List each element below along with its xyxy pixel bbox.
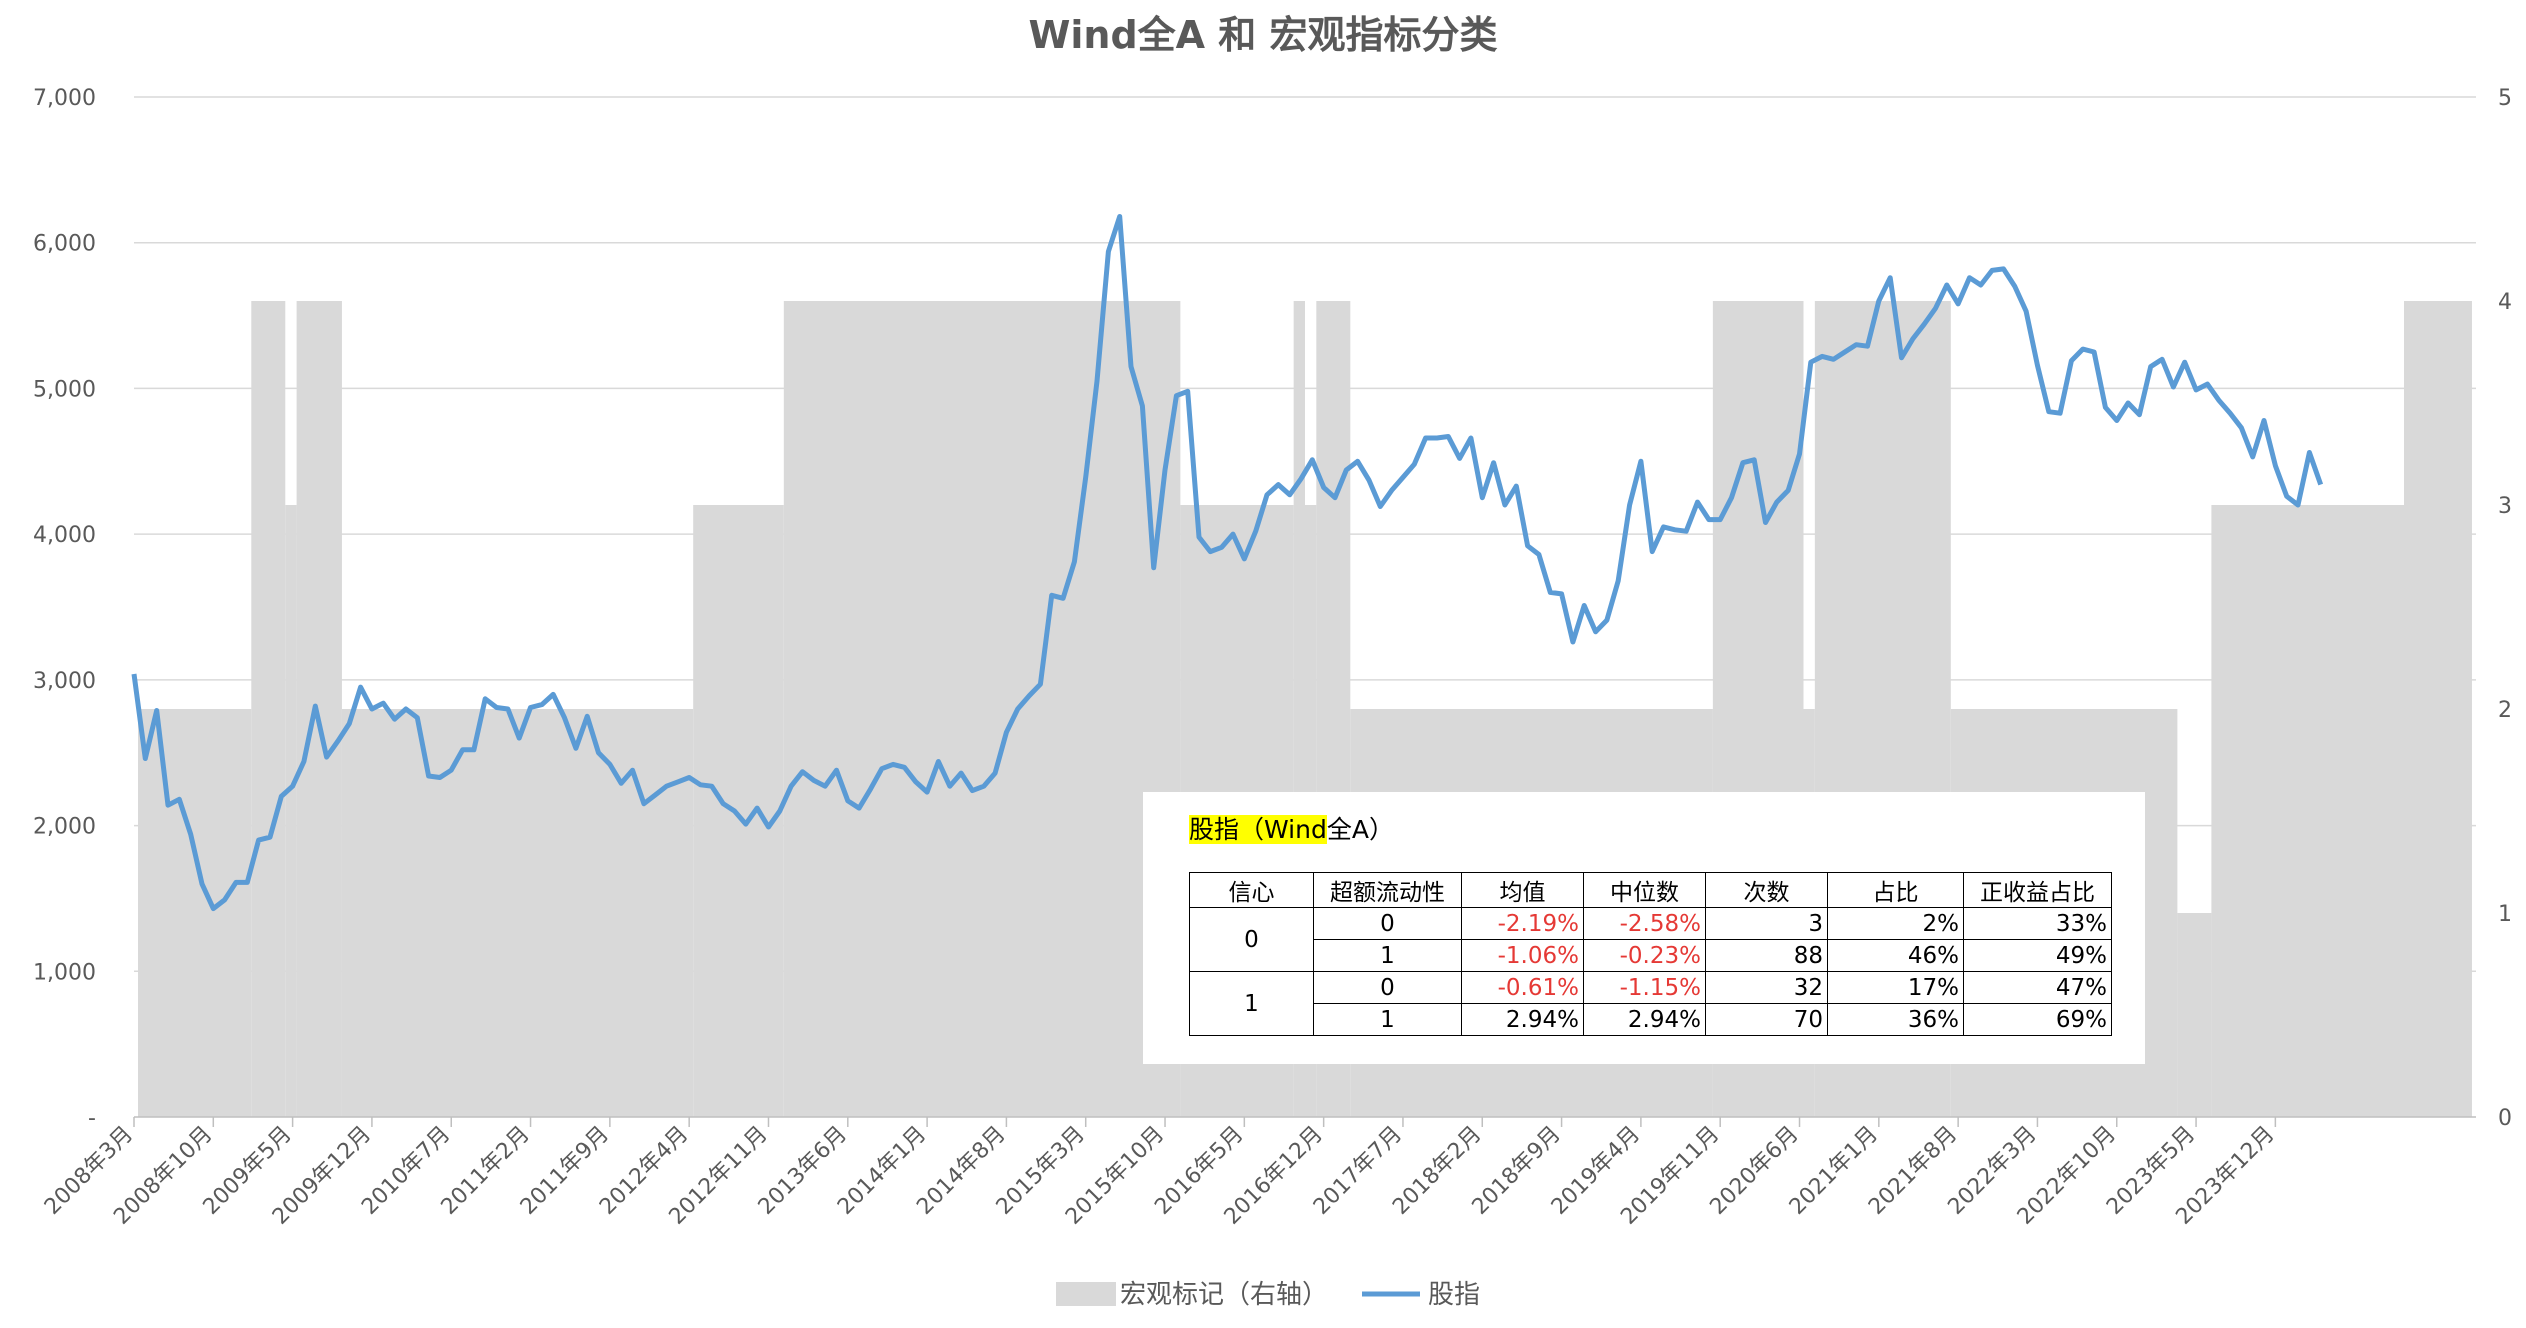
liquidity-cell: 0	[1313, 971, 1462, 1004]
stats-title-rest: 全A）	[1326, 815, 1394, 844]
y-left-tick-label: 3,000	[33, 669, 96, 694]
mean-cell: -0.61%	[1461, 971, 1584, 1004]
mean-cell: -1.06%	[1461, 939, 1584, 972]
index-line	[131, 214, 2324, 912]
index-line-series	[131, 214, 2324, 912]
median-cell: 2.94%	[1583, 1003, 1706, 1036]
y-left-tick-label: -	[88, 1106, 96, 1131]
macro-bar	[1293, 301, 1305, 1117]
macro-bar	[2211, 505, 2404, 1117]
positive-cell: 69%	[1963, 1003, 2112, 1036]
share-cell: 17%	[1827, 971, 1964, 1004]
macro-bar	[251, 301, 286, 1117]
y-right-tick-label: 3	[2498, 494, 2512, 519]
confidence-cell: 1	[1189, 971, 1314, 1036]
median-cell: -0.23%	[1583, 939, 1706, 972]
legend-label-index: 股指	[1428, 1280, 1480, 1310]
median-cell: -2.58%	[1583, 907, 1706, 940]
chart-title: Wind全A 和 宏观指标分类	[1028, 13, 1497, 57]
y-right-tick-label: 5	[2498, 86, 2512, 111]
stats-title-highlight: 股指（Wind	[1189, 815, 1327, 844]
header-count: 次数	[1705, 872, 1828, 908]
header-confidence: 信心	[1189, 872, 1314, 908]
stats-title: 股指（Wind全A）	[1189, 810, 1394, 846]
positive-cell: 33%	[1963, 907, 2112, 940]
share-cell: 46%	[1827, 939, 1964, 972]
stats-panel: 股指（Wind全A） 信心 超额流动性 均值 中位数 次数 占比 正收益占比 0…	[1143, 792, 2145, 1064]
y-right-tick-label: 0	[2498, 1106, 2512, 1131]
macro-bar	[138, 709, 252, 1117]
positive-cell: 47%	[1963, 971, 2112, 1004]
share-cell: 36%	[1827, 1003, 1964, 1036]
count-cell: 88	[1705, 939, 1828, 972]
macro-bar	[2404, 301, 2472, 1117]
count-cell: 3	[1705, 907, 1828, 940]
count-cell: 70	[1705, 1003, 1828, 1036]
macro-bar	[783, 301, 1181, 1117]
table-row: 1 -1.06% -0.23% 88 46% 49%	[1190, 939, 2112, 972]
y-left-tick-label: 6,000	[33, 232, 96, 257]
macro-bar	[2177, 913, 2212, 1117]
header-positive: 正收益占比	[1963, 872, 2112, 908]
median-cell: -1.15%	[1583, 971, 1706, 1004]
count-cell: 32	[1705, 971, 1828, 1004]
macro-bar	[341, 709, 694, 1117]
y-left-tick-label: 5,000	[33, 377, 96, 402]
share-cell: 2%	[1827, 907, 1964, 940]
header-share: 占比	[1827, 872, 1964, 908]
header-median: 中位数	[1583, 872, 1706, 908]
table-row: 1 0 -0.61% -1.15% 32 17% 47%	[1189, 971, 2112, 1036]
header-mean: 均值	[1461, 872, 1584, 908]
positive-cell: 49%	[1963, 939, 2112, 972]
table-row: 1 2.94% 2.94% 70 36% 69%	[1190, 1003, 2112, 1036]
y-right-tick-label: 1	[2498, 902, 2512, 927]
legend-swatch-macro	[1056, 1282, 1116, 1306]
stats-table: 信心 超额流动性 均值 中位数 次数 占比 正收益占比 0 0 -2.19% -…	[1189, 872, 2112, 1036]
mean-cell: 2.94%	[1461, 1003, 1584, 1036]
y-left-tick-label: 4,000	[33, 523, 96, 548]
y-left-tick-label: 7,000	[33, 86, 96, 111]
macro-bar	[285, 505, 297, 1117]
table-row: 0 0 -2.19% -2.58% 3 2% 33%	[1189, 907, 2112, 972]
stats-header-row: 信心 超额流动性 均值 中位数 次数 占比 正收益占比	[1189, 872, 2112, 908]
y-left-tick-label: 1,000	[33, 960, 96, 985]
y-right-tick-label: 2	[2498, 698, 2512, 723]
legend-label-macro: 宏观标记（右轴）	[1120, 1280, 1328, 1310]
macro-bar	[296, 301, 342, 1117]
y-right-tick-label: 4	[2498, 290, 2512, 315]
mean-cell: -2.19%	[1461, 907, 1584, 940]
liquidity-cell: 1	[1313, 939, 1462, 972]
liquidity-cell: 1	[1313, 1003, 1462, 1036]
macro-bar	[693, 505, 784, 1117]
header-liquidity: 超额流动性	[1313, 872, 1462, 908]
confidence-cell: 0	[1189, 907, 1314, 972]
liquidity-cell: 0	[1313, 907, 1462, 940]
legend: 宏观标记（右轴） 股指	[1056, 1280, 1480, 1310]
y-left-tick-label: 2,000	[33, 815, 96, 840]
